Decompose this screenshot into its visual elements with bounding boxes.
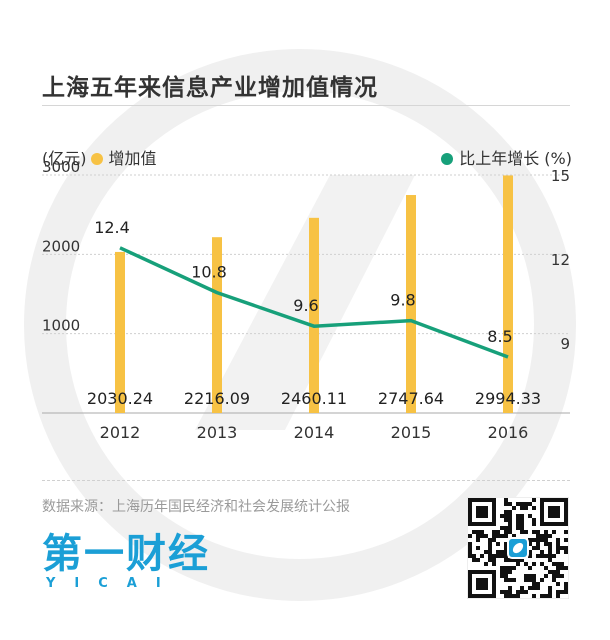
source-divider [42,480,570,481]
logo-main-text: 第一财经 [42,531,210,577]
bar-value-label: 2994.33 [475,389,541,408]
line-value-label: 9.8 [390,291,415,310]
left-axis-tick: 1000 [42,317,80,335]
line-value-label: 10.8 [191,263,227,282]
line-value-label: 12.4 [94,218,130,237]
bar [212,237,222,413]
qr-code-icon [467,497,569,599]
bar-legend-label: 增加值 [108,149,157,168]
source-note: 数据来源：上海历年国民经济和社会发展统计公报 [42,499,350,515]
bar-value-label: 2460.11 [281,389,347,408]
bar-value-label: 2216.09 [184,389,250,408]
line-value-label: 9.6 [293,296,318,315]
logo-sub-text: YICAI [46,576,180,591]
line-legend-swatch [441,153,454,165]
right-axis-tick: 12 [551,251,570,269]
left-axis-unit: (亿元) [42,149,87,168]
x-axis-tick: 2013 [197,423,238,442]
bar [309,217,319,413]
right-axis-tick: 15 [551,167,570,185]
x-axis-tick: 2016 [488,423,529,442]
line-legend-label: 比上年增长 (%) [459,149,572,168]
bar-value-label: 2030.24 [87,389,153,408]
chart-title: 上海五年来信息产业增加值情况 [42,75,378,101]
left-axis-tick: 3000 [42,158,80,176]
yicai-logo: 第一财经 YICAI [42,532,212,594]
x-axis-tick: 2015 [391,423,432,442]
left-axis-tick: 2000 [42,237,80,255]
right-axis-tick: 9 [560,335,570,353]
legend-bar: (亿元) 增加值 [42,145,157,169]
bar [115,251,125,413]
chart-plot: 1000 9 2000 12 3000 15 2030.24 2012 2216.09 2013 2… [42,158,570,442]
growth-line [119,246,509,359]
bar [503,175,513,413]
legend-line: 比上年增长 (%) [437,145,572,169]
x-axis-tick: 2012 [100,423,141,442]
bar-legend-swatch [90,153,103,165]
x-axis-tick: 2014 [294,423,335,442]
line-value-label: 8.5 [487,327,512,346]
title-divider [42,105,570,106]
bar [406,195,416,413]
bar-value-label: 2747.64 [378,389,444,408]
